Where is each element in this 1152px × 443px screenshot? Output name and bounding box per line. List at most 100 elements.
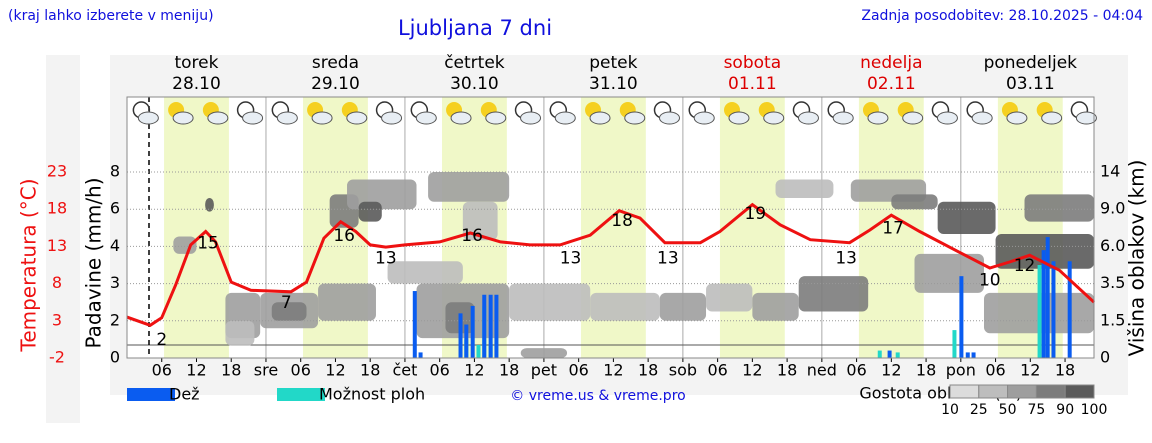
cloud-icon	[311, 111, 333, 125]
cloud-cell	[347, 179, 417, 210]
temperature-label: 13	[375, 248, 397, 268]
cloud-cell	[520, 348, 568, 358]
precipitation-bar	[464, 324, 469, 358]
precipitation-bar	[1051, 261, 1056, 358]
cloud-icon	[867, 111, 889, 125]
cloud-tick-label: 1.5	[1100, 310, 1125, 329]
temperature-tick-label: 13	[47, 236, 67, 255]
cloud-tick-label: 0	[1100, 348, 1110, 367]
precipitation-tick-label: 0	[110, 348, 120, 367]
cloud-icon	[936, 111, 958, 125]
precipitation-bar	[952, 330, 957, 358]
density-swatch	[978, 384, 1009, 399]
cloud-cell	[271, 302, 307, 321]
plot-frame	[126, 96, 1095, 359]
x-tick-label: 18	[638, 361, 658, 380]
density-label: 25	[970, 402, 988, 418]
title: Ljubljana 7 dni	[398, 16, 552, 40]
temperature-tick-label: 3	[52, 310, 62, 329]
density-swatch	[1064, 384, 1095, 399]
density-label: 50	[999, 402, 1017, 418]
temperature-label: 16	[333, 226, 355, 246]
precipitation-bar	[1045, 237, 1050, 358]
x-tick-label: ned	[807, 361, 837, 380]
x-tick-label: 06	[152, 361, 172, 380]
density-label: 75	[1027, 402, 1045, 418]
cloud-icon	[659, 111, 681, 125]
cloud-cell	[706, 283, 753, 312]
cloud-cell	[318, 283, 376, 321]
cloud-cell	[225, 320, 255, 346]
cloud-icon	[520, 111, 542, 125]
x-tick-label: 18	[1055, 361, 1075, 380]
cloud-cell	[590, 292, 660, 321]
cloud-cell	[752, 292, 799, 321]
cloud-icon	[1075, 111, 1097, 125]
x-tick-label: 12	[603, 361, 623, 380]
temperature-label: 13	[560, 248, 582, 268]
x-tick-label: 18	[221, 361, 241, 380]
cloud-icon	[137, 111, 159, 125]
temperature-label: 12	[1014, 256, 1036, 276]
precipitation-bar	[959, 276, 964, 358]
cloud-icon	[381, 111, 403, 125]
temperature-label: 2	[156, 330, 167, 350]
x-tick-label: 18	[777, 361, 797, 380]
precipitation-bar	[965, 352, 970, 358]
day-date: 31.10	[589, 74, 638, 94]
x-tick-label: 12	[881, 361, 901, 380]
cloud-icon	[589, 111, 611, 125]
cloud-tick-label: 14	[1100, 162, 1120, 181]
cloud-cell	[1024, 194, 1094, 222]
precipitation-bar	[1037, 265, 1042, 358]
x-tick-label: sre	[254, 361, 278, 380]
cloud-cell	[358, 201, 382, 222]
day-name: torek	[174, 53, 218, 73]
x-tick-label: čet	[392, 361, 417, 380]
day-date: 30.10	[450, 74, 499, 94]
precipitation-bar	[1041, 250, 1046, 358]
cloud-icon	[624, 111, 646, 125]
density-swatch	[1035, 384, 1066, 399]
cloud-cell	[775, 179, 834, 199]
cloud-cell	[509, 283, 591, 321]
cloud-cell	[798, 276, 869, 312]
x-tick-label: 12	[186, 361, 206, 380]
x-tick-label: 06	[846, 361, 866, 380]
precipitation-tick-label: 6	[110, 199, 120, 218]
precipitation-bar	[895, 352, 900, 358]
x-tick-label: 12	[464, 361, 484, 380]
precipitation-axis-title: Padavine (mm/h)	[82, 177, 106, 348]
cloud-icon	[207, 111, 229, 125]
precipitation-bar	[971, 352, 976, 358]
cloud-icon	[1006, 111, 1028, 125]
x-tick-label: 18	[360, 361, 380, 380]
day-name: četrtek	[444, 53, 505, 73]
x-tick-label: 06	[568, 361, 588, 380]
x-tick-label: 06	[707, 361, 727, 380]
density-label: 90	[1056, 402, 1074, 418]
precipitation-tick-label: 8	[110, 162, 120, 181]
cloud-cell	[891, 194, 938, 210]
cloud-icon	[485, 111, 507, 125]
update-time: Zadnja posodobitev: 28.10.2025 - 04:04	[861, 8, 1143, 24]
temperature-tick-label: 23	[47, 162, 67, 181]
x-tick-label: 06	[430, 361, 450, 380]
temperature-line	[126, 202, 1096, 327]
x-tick-label: 12	[1020, 361, 1040, 380]
temperature-label: 10	[979, 271, 1001, 291]
precipitation-bar	[887, 350, 892, 358]
cloud-icon	[450, 111, 472, 125]
day-date: 02.11	[867, 74, 916, 94]
cloud-icon	[415, 111, 437, 125]
day-date: 28.10	[172, 74, 221, 94]
cloud-cell	[173, 236, 197, 254]
cloud-icon	[346, 111, 368, 125]
left-strip	[46, 55, 80, 423]
legend-swatch	[127, 388, 175, 401]
cloud-cell	[428, 172, 510, 202]
precipitation-tick-label: 3	[110, 273, 120, 292]
temperature-label: 17	[882, 219, 904, 239]
cloud-icon	[971, 111, 993, 125]
x-tick-label: sob	[669, 361, 697, 380]
